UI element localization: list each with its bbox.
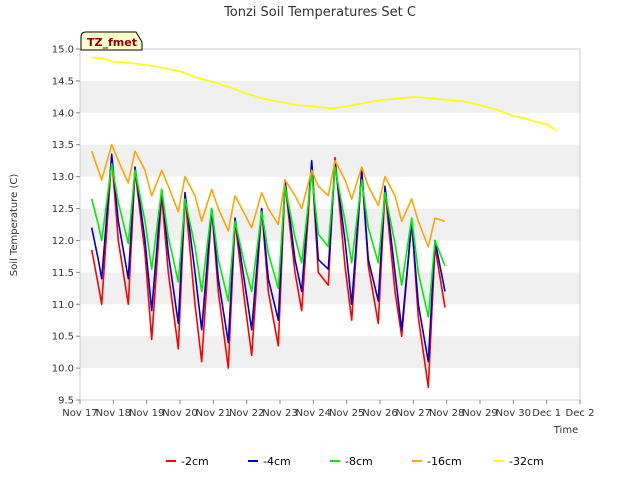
station-badge: TZ_fmet bbox=[80, 31, 143, 51]
y-tick-label: 10.5 bbox=[52, 332, 74, 343]
y-tick-label: 14.5 bbox=[52, 76, 74, 87]
y-axis: 9.5 10.0 10.5 11.0 11.5 12.0 12.5 13.0 13.5 14.0 1… bbox=[52, 45, 80, 407]
y-axis-label: Soil Temperature (C) bbox=[9, 174, 20, 277]
y-tick-label: 14.0 bbox=[52, 108, 74, 119]
x-tick-label: Nov 24 bbox=[296, 408, 331, 419]
x-tick-label: Nov 20 bbox=[162, 408, 197, 419]
y-tick-label: 11.0 bbox=[52, 300, 74, 311]
series-line-8cm bbox=[90, 163, 446, 318]
y-tick-label: 13.0 bbox=[52, 172, 74, 183]
x-tick-label: Nov 21 bbox=[196, 408, 231, 419]
x-tick-label: Nov 22 bbox=[229, 408, 264, 419]
x-tick-label: Dec 1 bbox=[532, 408, 561, 419]
legend-label: -4cm bbox=[263, 455, 291, 468]
x-tick-label: Nov 27 bbox=[396, 408, 431, 419]
grid-bands bbox=[80, 80, 580, 369]
x-tick-label: Nov 23 bbox=[262, 408, 297, 419]
series-line-32cm bbox=[91, 56, 558, 132]
x-tick-label: Nov 19 bbox=[129, 408, 164, 419]
y-tick-label: 15.0 bbox=[52, 45, 74, 56]
badge-box bbox=[80, 31, 143, 51]
legend-label: -8cm bbox=[345, 455, 373, 468]
series-line-16cm bbox=[90, 143, 446, 248]
grid-band bbox=[80, 80, 580, 113]
legend-label: -2cm bbox=[181, 455, 209, 468]
grid-band bbox=[80, 144, 580, 177]
x-tick-label: Nov 30 bbox=[496, 408, 531, 419]
y-tick-label: 12.5 bbox=[52, 204, 74, 215]
grid-band bbox=[80, 336, 580, 369]
y-tick-label: 13.5 bbox=[52, 140, 74, 151]
grid-band bbox=[80, 272, 580, 305]
x-tick-label: Nov 17 bbox=[62, 408, 97, 419]
x-tick-label: Nov 28 bbox=[429, 408, 464, 419]
y-tick-label: 12.0 bbox=[52, 236, 74, 247]
chart-title: Tonzi Soil Temperatures Set C bbox=[223, 5, 416, 20]
legend-label: -32cm bbox=[509, 455, 544, 468]
y-tick-label: 9.5 bbox=[58, 396, 74, 407]
y-tick-label: 11.5 bbox=[52, 268, 74, 279]
badge-text: TZ_fmet bbox=[87, 36, 137, 49]
plot-frame bbox=[79, 48, 581, 401]
x-axis-label: Time bbox=[553, 425, 578, 436]
series-lines bbox=[90, 56, 558, 389]
x-tick-label: Nov 25 bbox=[329, 408, 364, 419]
x-tick-label: Nov 29 bbox=[462, 408, 497, 419]
y-tick-label: 10.0 bbox=[52, 364, 74, 375]
x-tick-label: Dec 2 bbox=[566, 408, 595, 419]
x-tick-label: Nov 18 bbox=[96, 408, 131, 419]
x-tick-label: Nov 26 bbox=[362, 408, 397, 419]
legend: -2cm -4cm -8cm -16cm -32cm bbox=[166, 455, 544, 468]
legend-label: -16cm bbox=[427, 455, 462, 468]
